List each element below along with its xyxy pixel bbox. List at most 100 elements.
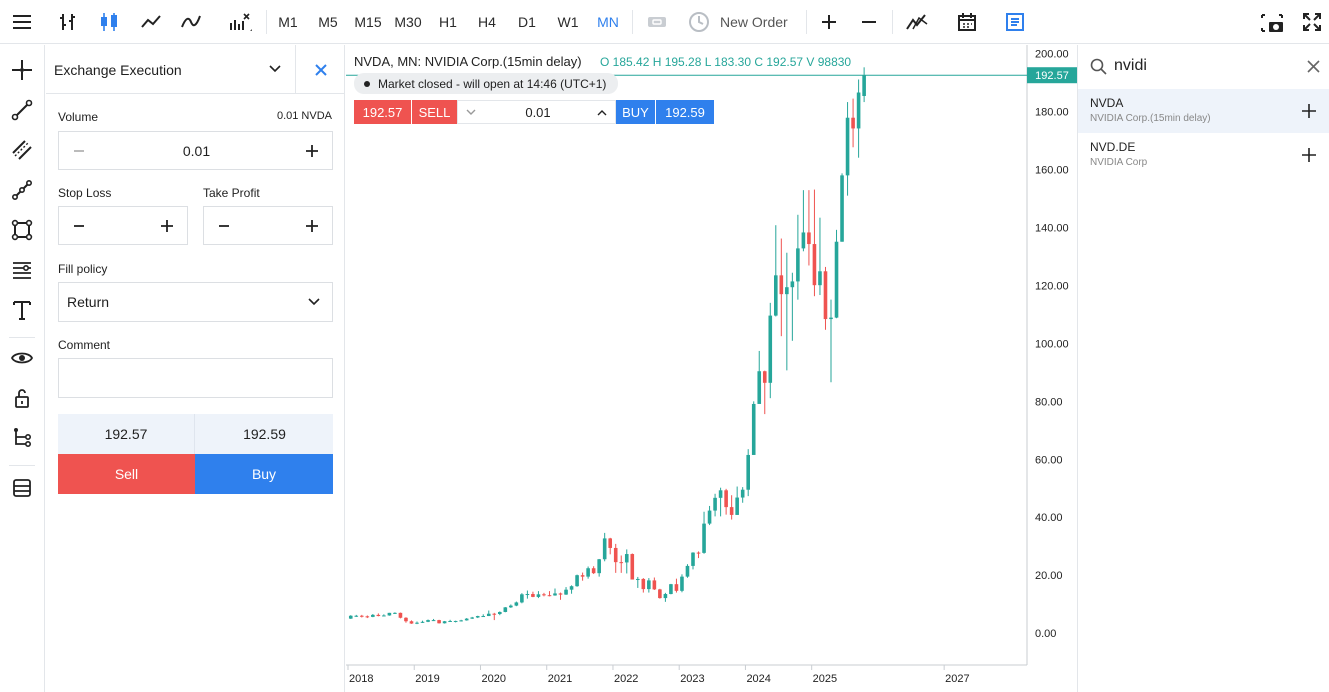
volume-increase-button[interactable] <box>292 132 332 169</box>
text-tool-icon[interactable] <box>0 290 44 330</box>
candlestick-chart-icon[interactable] <box>92 0 126 44</box>
execution-type-select[interactable]: Exchange Execution <box>46 45 296 94</box>
add-symbol-icon[interactable] <box>1302 104 1316 118</box>
candle <box>492 612 497 621</box>
comment-input[interactable] <box>58 358 333 398</box>
time-axis-label: 2025 <box>813 673 837 685</box>
candle-body <box>735 497 739 515</box>
candle-body <box>851 117 855 129</box>
timeframe-h4[interactable]: H4 <box>472 0 502 44</box>
fibonacci-icon[interactable] <box>0 250 44 290</box>
time-axis-label: 2019 <box>415 673 439 685</box>
indicators-icon[interactable] <box>222 0 258 44</box>
pitchfork-icon[interactable] <box>0 170 44 210</box>
toolbar-separator <box>892 10 893 34</box>
add-symbol-icon[interactable] <box>1302 148 1316 162</box>
menu-icon[interactable] <box>4 0 40 44</box>
volume-stepper: 0.01 <box>58 131 333 170</box>
fill-policy-select[interactable]: Return <box>58 282 333 322</box>
candle-body <box>520 594 524 603</box>
timeframe-label: MN <box>597 14 619 30</box>
stop-loss-stepper[interactable] <box>58 206 188 245</box>
candle-body <box>707 510 712 524</box>
timeframe-h1[interactable]: H1 <box>434 0 462 44</box>
order-panel: Exchange Execution Volume 0.01 NVDA 0.01… <box>46 45 345 692</box>
zoom-in-icon[interactable] <box>814 0 844 44</box>
calendar-icon[interactable] <box>950 0 984 44</box>
candle <box>636 576 640 588</box>
clear-search-icon[interactable] <box>1307 60 1320 73</box>
stop-loss-decrease-button[interactable] <box>59 207 99 244</box>
depth-of-market-icon[interactable] <box>998 0 1032 44</box>
candle <box>696 551 701 559</box>
quick-volume-input[interactable]: 0.01 <box>525 104 551 120</box>
candle <box>707 505 712 526</box>
top-toolbar: M1 M5 M15 M30 H1 H4 D1 W1 MN New Order <box>0 0 1329 44</box>
candle-body <box>790 281 795 288</box>
last-price-tag <box>1027 67 1077 84</box>
price-axis-label: 160.00 <box>1035 165 1069 177</box>
candle-body <box>636 578 640 580</box>
timeframe-m30[interactable]: M30 <box>390 0 426 44</box>
minus-icon <box>219 224 229 227</box>
search-result-item[interactable]: NVD.DE NVIDIA Corp <box>1078 133 1329 177</box>
timeframe-mn[interactable]: MN <box>592 0 624 44</box>
candle <box>442 620 447 624</box>
take-profit-increase-button[interactable] <box>292 207 332 244</box>
candle <box>862 67 866 103</box>
time-axis-label: 2024 <box>746 673 770 685</box>
quick-buy-button[interactable]: BUY <box>616 100 656 124</box>
quick-sell-price[interactable]: 192.57 <box>354 100 412 124</box>
candle-body <box>575 575 579 587</box>
candle-body <box>812 244 817 286</box>
search-input[interactable]: nvidi <box>1114 57 1147 74</box>
quick-sell-button[interactable]: SELL <box>412 100 457 124</box>
new-order-button[interactable]: New Order <box>688 0 798 44</box>
candle-body <box>834 241 839 318</box>
chart-canvas[interactable]: 200.00 180.00 160.00 140.00 120.00 100.00 80.0… <box>346 45 1077 692</box>
candle-body <box>580 575 585 577</box>
sell-button[interactable]: Sell <box>58 454 195 494</box>
take-profit-stepper[interactable] <box>203 206 333 245</box>
object-tree-icon[interactable] <box>0 418 44 458</box>
shapes-icon[interactable] <box>0 210 44 250</box>
timeframe-w1[interactable]: W1 <box>552 0 584 44</box>
timeframe-m1[interactable]: M1 <box>272 0 304 44</box>
zoom-out-icon[interactable] <box>854 0 884 44</box>
price-axis-label: 20.00 <box>1035 570 1063 582</box>
buy-button[interactable]: Buy <box>195 454 333 494</box>
chevron-up-icon[interactable] <box>597 109 607 116</box>
lock-icon[interactable] <box>0 378 44 418</box>
parallel-channel-icon[interactable] <box>0 130 44 170</box>
indicator-add-icon[interactable] <box>900 0 934 44</box>
crosshair-icon[interactable] <box>0 50 44 90</box>
fullscreen-icon[interactable] <box>1296 0 1328 44</box>
chevron-down-icon[interactable] <box>466 109 476 116</box>
search-result-item[interactable]: NVDA NVIDIA Corp.(15min delay) <box>1078 89 1329 133</box>
timeframe-m5[interactable]: M5 <box>312 0 344 44</box>
timeframe-d1[interactable]: D1 <box>512 0 542 44</box>
price-chart[interactable]: 200.00 180.00 160.00 140.00 120.00 100.00 80.0… <box>346 45 1077 692</box>
candle-body <box>608 538 612 548</box>
quick-buy-price[interactable]: 192.59 <box>656 100 714 124</box>
trend-line-icon[interactable] <box>0 90 44 130</box>
fill-policy-value: Return <box>67 294 110 310</box>
one-click-trading-icon[interactable] <box>642 0 672 44</box>
bar-chart-icon[interactable] <box>52 0 86 44</box>
stop-loss-increase-button[interactable] <box>147 207 187 244</box>
volume-decrease-button[interactable] <box>59 132 99 169</box>
candle <box>658 588 662 599</box>
timeframe-m15[interactable]: M15 <box>350 0 386 44</box>
volume-input[interactable]: 0.01 <box>182 142 211 159</box>
take-profit-decrease-button[interactable] <box>204 207 244 244</box>
close-panel-button[interactable] <box>297 45 345 94</box>
database-icon[interactable] <box>0 468 44 508</box>
candle <box>740 487 745 503</box>
candle-body <box>509 605 513 608</box>
candle-body <box>348 615 353 619</box>
eye-icon[interactable] <box>0 338 44 378</box>
line-chart-icon[interactable] <box>174 0 208 44</box>
area-chart-icon[interactable] <box>134 0 168 44</box>
candle-body <box>702 523 706 553</box>
screenshot-icon[interactable] <box>1256 0 1288 44</box>
